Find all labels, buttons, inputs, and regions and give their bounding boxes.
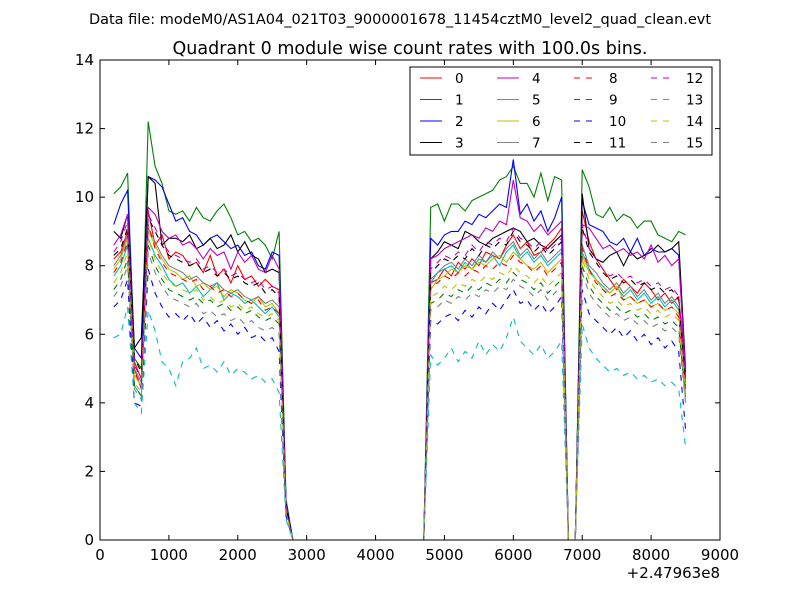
x-tick-label: 1000 (150, 546, 188, 564)
figure-suptitle: Data file: modeM0/AS1A04_021T03_90000016… (89, 12, 711, 28)
series-line-13 (113, 306, 687, 541)
y-tick-label: 14 (75, 51, 94, 69)
series-line-4 (113, 179, 687, 541)
legend-label-0: 0 (455, 71, 464, 87)
series-line-10 (113, 268, 687, 541)
legend-label-2: 2 (455, 114, 464, 130)
legend-label-12: 12 (686, 71, 703, 87)
legend-label-9: 9 (609, 93, 618, 109)
x-tick-label: 6000 (494, 546, 532, 564)
series-line-12 (113, 212, 687, 541)
y-tick-label: 10 (75, 188, 94, 206)
legend-label-14: 14 (686, 114, 703, 130)
y-tick-label: 2 (84, 462, 94, 480)
axes-frame (99, 59, 721, 541)
y-tick-label: 8 (84, 257, 94, 275)
legend-label-10: 10 (609, 114, 626, 130)
x-tick-label: 8000 (632, 546, 670, 564)
ticks-layer: 0 1000 2000 3000 4000 5000 6000 7000 8000 9000 0 2 4… (75, 51, 739, 564)
legend-label-4: 4 (532, 71, 541, 87)
legend-label-3: 3 (455, 136, 464, 152)
legend-label-11: 11 (609, 136, 626, 152)
series-line-9 (113, 244, 687, 541)
legend-label-15: 15 (686, 136, 703, 152)
x-tick-label: 2000 (219, 546, 257, 564)
x-tick-label: 3000 (288, 546, 326, 564)
legend-label-1: 1 (455, 93, 464, 109)
legend-label-13: 13 (686, 93, 703, 109)
plot-area: 0 1000 2000 3000 4000 5000 6000 7000 8000 9000 0 2 4… (75, 51, 739, 564)
y-tick-label: 0 (84, 531, 94, 549)
legend-box (409, 66, 713, 156)
series-line-7 (113, 225, 687, 541)
x-tick-label: 9000 (701, 546, 739, 564)
x-tick-label: 4000 (356, 546, 394, 564)
legend-label-5: 5 (532, 93, 541, 109)
x-tick-label: 7000 (563, 546, 601, 564)
series-line-1 (113, 121, 686, 541)
series-line-8 (113, 224, 687, 541)
series-line-5 (113, 238, 687, 541)
x-tick-label: 0 (95, 546, 105, 564)
x-axis-offset-label: +2.47963e8 (627, 564, 720, 582)
x-tick-label: 5000 (425, 546, 463, 564)
y-tick-label: 4 (84, 394, 94, 412)
y-tick-label: 12 (75, 120, 94, 138)
legend-label-7: 7 (532, 136, 541, 152)
series-line-15 (113, 251, 687, 541)
y-tick-label: 6 (84, 325, 94, 343)
chart-title: Quadrant 0 module wise count rates with … (173, 39, 648, 59)
series-layer (113, 121, 687, 541)
legend-label-6: 6 (532, 114, 541, 130)
legend-label-8: 8 (609, 71, 618, 87)
series-line-11 (113, 215, 687, 541)
